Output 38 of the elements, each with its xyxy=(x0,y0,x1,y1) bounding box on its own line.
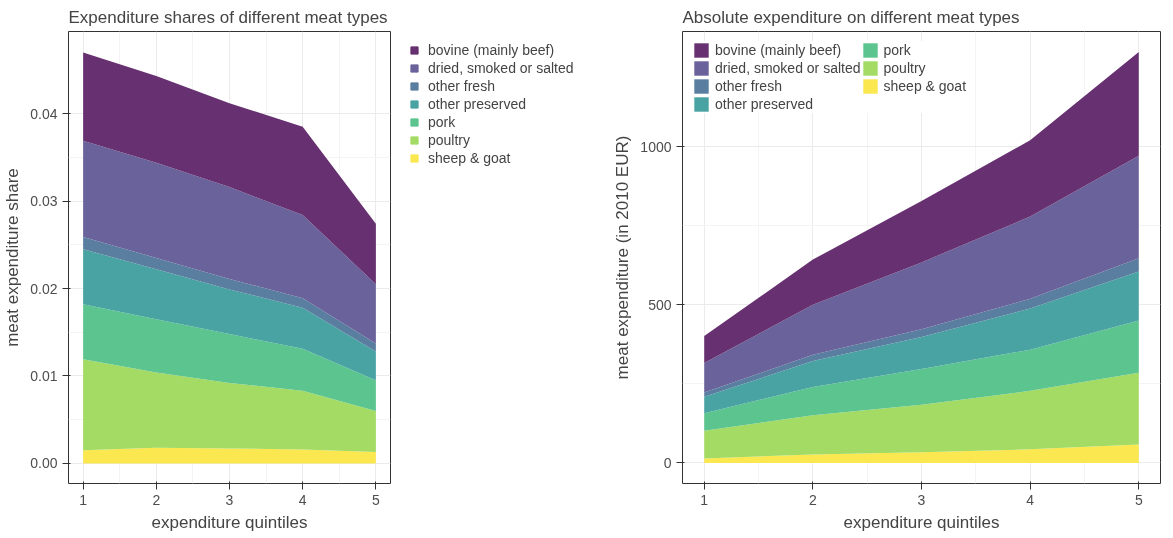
legend-label: pork xyxy=(428,113,456,131)
y-tick-label: 1000 xyxy=(640,138,672,155)
legend-label: bovine (mainly beef) xyxy=(715,41,842,59)
x-tick-label: 4 xyxy=(1026,491,1035,508)
y-axis-title: meat expenditure (in 2010 EUR) xyxy=(613,135,633,380)
y-tick-label: 0.01 xyxy=(30,367,58,384)
legend-label: poultry xyxy=(428,131,471,149)
legend-label: dried, smoked or salted xyxy=(715,59,861,77)
y-tick-label: 0.00 xyxy=(30,455,58,472)
x-tick-label: 1 xyxy=(700,491,709,508)
x-tick-label: 1 xyxy=(79,491,88,508)
y-tick-label: 0.04 xyxy=(30,105,58,122)
y-tick-label: 0.03 xyxy=(30,193,58,210)
y-tick-label: 500 xyxy=(648,296,672,313)
legend-label: dried, smoked or salted xyxy=(428,59,574,77)
x-tick-label: 5 xyxy=(371,491,380,508)
chart-title: Expenditure shares of different meat types xyxy=(68,7,388,27)
x-tick-label: 2 xyxy=(808,491,817,508)
legend-label: sheep & goat xyxy=(883,77,967,95)
x-axis-title: expenditure quintiles xyxy=(151,512,308,532)
legend-label: other preserved xyxy=(428,95,527,113)
chart-title: Absolute expenditure on different meat types xyxy=(682,7,1020,27)
legend-label: other preserved xyxy=(715,95,814,113)
x-tick-label: 5 xyxy=(1134,491,1143,508)
legend-label: other fresh xyxy=(715,77,782,95)
legend-label: pork xyxy=(883,41,911,59)
legend-label: sheep & goat xyxy=(428,149,511,167)
y-tick-label: 0.02 xyxy=(30,280,58,297)
x-tick-label: 3 xyxy=(225,491,234,508)
legend-label: other fresh xyxy=(428,77,495,95)
x-tick-label: 2 xyxy=(152,491,161,508)
y-tick-label: 0 xyxy=(663,454,672,471)
x-axis-title: expenditure quintiles xyxy=(843,512,1000,532)
x-tick-label: 3 xyxy=(917,491,926,508)
x-tick-label: 4 xyxy=(298,491,307,508)
legend-label: bovine (mainly beef) xyxy=(428,41,555,59)
y-axis-title: meat expenditure share xyxy=(3,168,23,347)
legend-label: poultry xyxy=(883,59,926,77)
